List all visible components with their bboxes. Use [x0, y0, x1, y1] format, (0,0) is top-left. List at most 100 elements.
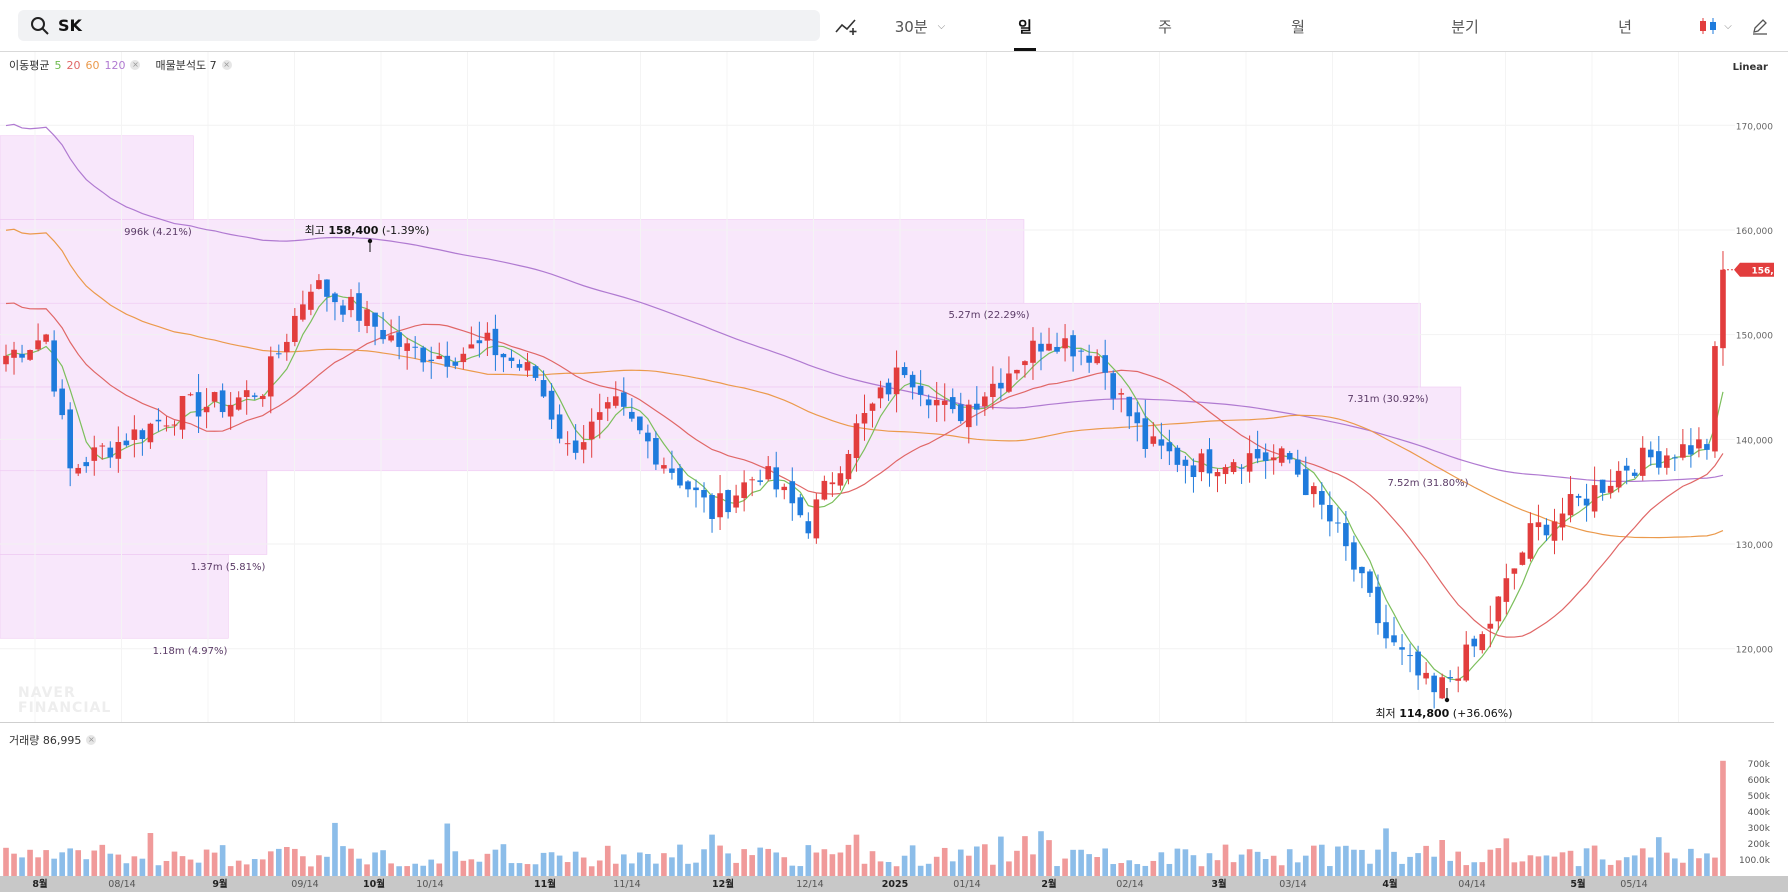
- candle-body: [1688, 445, 1694, 455]
- candle-body: [998, 382, 1004, 389]
- candle-body: [1014, 369, 1020, 374]
- volume-profile-bar: [0, 219, 1025, 304]
- tab-week[interactable]: 주: [1158, 17, 1172, 36]
- interval-dropdown[interactable]: 30분 ⌵: [880, 0, 960, 52]
- volume-bar: [227, 866, 234, 876]
- close-icon[interactable]: ×: [86, 735, 97, 745]
- tab-day[interactable]: 일: [990, 0, 1060, 52]
- candle-body: [717, 493, 723, 518]
- candle-body: [356, 293, 362, 321]
- candle-body: [917, 385, 924, 395]
- candle-body: [251, 395, 258, 397]
- volume-bar: [588, 866, 595, 876]
- volume-tick-label: 100.0k: [1739, 856, 1771, 866]
- candle-body: [155, 419, 162, 422]
- candle-body: [1615, 470, 1622, 488]
- volume-bar: [974, 846, 980, 876]
- ma5-line: [5, 294, 1724, 681]
- volume-bar: [284, 847, 290, 876]
- volume-bar: [1455, 851, 1462, 876]
- volume-bar: [468, 859, 475, 876]
- candle-body: [1222, 467, 1229, 475]
- candle-body: [1174, 447, 1181, 465]
- volume-bar: [1423, 845, 1429, 876]
- candle-body: [147, 423, 154, 443]
- volume-bar: [1118, 863, 1125, 876]
- volume-bar: [1720, 760, 1726, 876]
- candle-body: [765, 466, 772, 480]
- candle-body: [1038, 343, 1044, 352]
- candle-body: [1623, 465, 1630, 471]
- candle-body: [1447, 677, 1453, 679]
- candle-body: [685, 481, 691, 490]
- volume-profile-label: 7.31m (30.92%): [1347, 394, 1428, 405]
- volume-bar: [267, 851, 274, 876]
- volume-bar: [1150, 860, 1157, 876]
- candle-body: [500, 353, 507, 358]
- candle-body: [1591, 485, 1598, 512]
- candle-body: [580, 442, 587, 450]
- close-icon[interactable]: ×: [130, 60, 141, 70]
- volume-bar: [1696, 858, 1702, 876]
- volume-bar: [1511, 862, 1518, 876]
- candle-body: [725, 490, 731, 513]
- candle-body: [1664, 455, 1670, 468]
- tab-month[interactable]: 월: [1291, 17, 1305, 36]
- volume-bar: [1302, 855, 1309, 876]
- volume-bar: [516, 863, 523, 876]
- volume-bar: [179, 856, 186, 876]
- tab-quarter[interactable]: 분기: [1451, 17, 1479, 36]
- candle-body: [957, 404, 964, 422]
- volume-bar: [1655, 837, 1662, 876]
- volume-bar: [893, 866, 900, 876]
- candle-body: [380, 329, 386, 340]
- candle-body: [1407, 655, 1413, 657]
- volume-bar: [1206, 853, 1213, 876]
- candle-body: [1503, 578, 1510, 602]
- chart-type-dropdown[interactable]: ⌵: [1690, 0, 1740, 52]
- candle-body: [1647, 449, 1654, 458]
- time-tick-label: 10월: [363, 878, 385, 890]
- stock-search-box[interactable]: [18, 10, 820, 41]
- candle-body: [1110, 373, 1117, 399]
- volume-bar: [59, 852, 65, 876]
- candle-body: [372, 312, 378, 327]
- candle-body: [773, 467, 780, 490]
- candle-body: [107, 447, 114, 458]
- volume-bar: [789, 865, 796, 876]
- volume-bar: [163, 860, 170, 876]
- volume-bar: [982, 844, 988, 876]
- volume-bar: [741, 849, 747, 876]
- candle-body: [604, 402, 611, 409]
- time-tick-label: 05/14: [1620, 879, 1647, 890]
- candle-body: [43, 334, 49, 342]
- candle-body: [596, 412, 603, 420]
- volume-bar: [1383, 828, 1389, 876]
- volume-bar: [275, 848, 282, 876]
- indicator-add-icon[interactable]: [832, 0, 862, 52]
- candle-body: [51, 340, 57, 392]
- candle-body: [620, 392, 627, 407]
- current-price-label: 156,200: [1752, 266, 1788, 276]
- high-annotation: 최고 158,400 (-1.39%): [305, 224, 430, 237]
- candle-body: [564, 443, 571, 445]
- candle-body: [460, 353, 467, 363]
- search-input[interactable]: [58, 16, 758, 35]
- candle-body: [1431, 675, 1437, 693]
- scale-toggle[interactable]: Linear: [1732, 62, 1768, 73]
- candle-body: [300, 304, 306, 320]
- draw-pencil-icon[interactable]: [1745, 0, 1775, 52]
- tab-year[interactable]: 년: [1618, 17, 1632, 36]
- volume-bar: [1391, 851, 1397, 876]
- volume-bar: [1503, 838, 1510, 876]
- volume-profile-bar: [0, 554, 229, 639]
- volume-bar: [701, 849, 707, 876]
- candle-body: [645, 432, 651, 442]
- candle-body: [1631, 472, 1638, 476]
- candle-body: [476, 340, 483, 344]
- close-icon[interactable]: ×: [221, 60, 232, 70]
- candle-body: [1022, 361, 1028, 366]
- volume-bar: [1319, 844, 1325, 876]
- candle-body: [83, 462, 90, 467]
